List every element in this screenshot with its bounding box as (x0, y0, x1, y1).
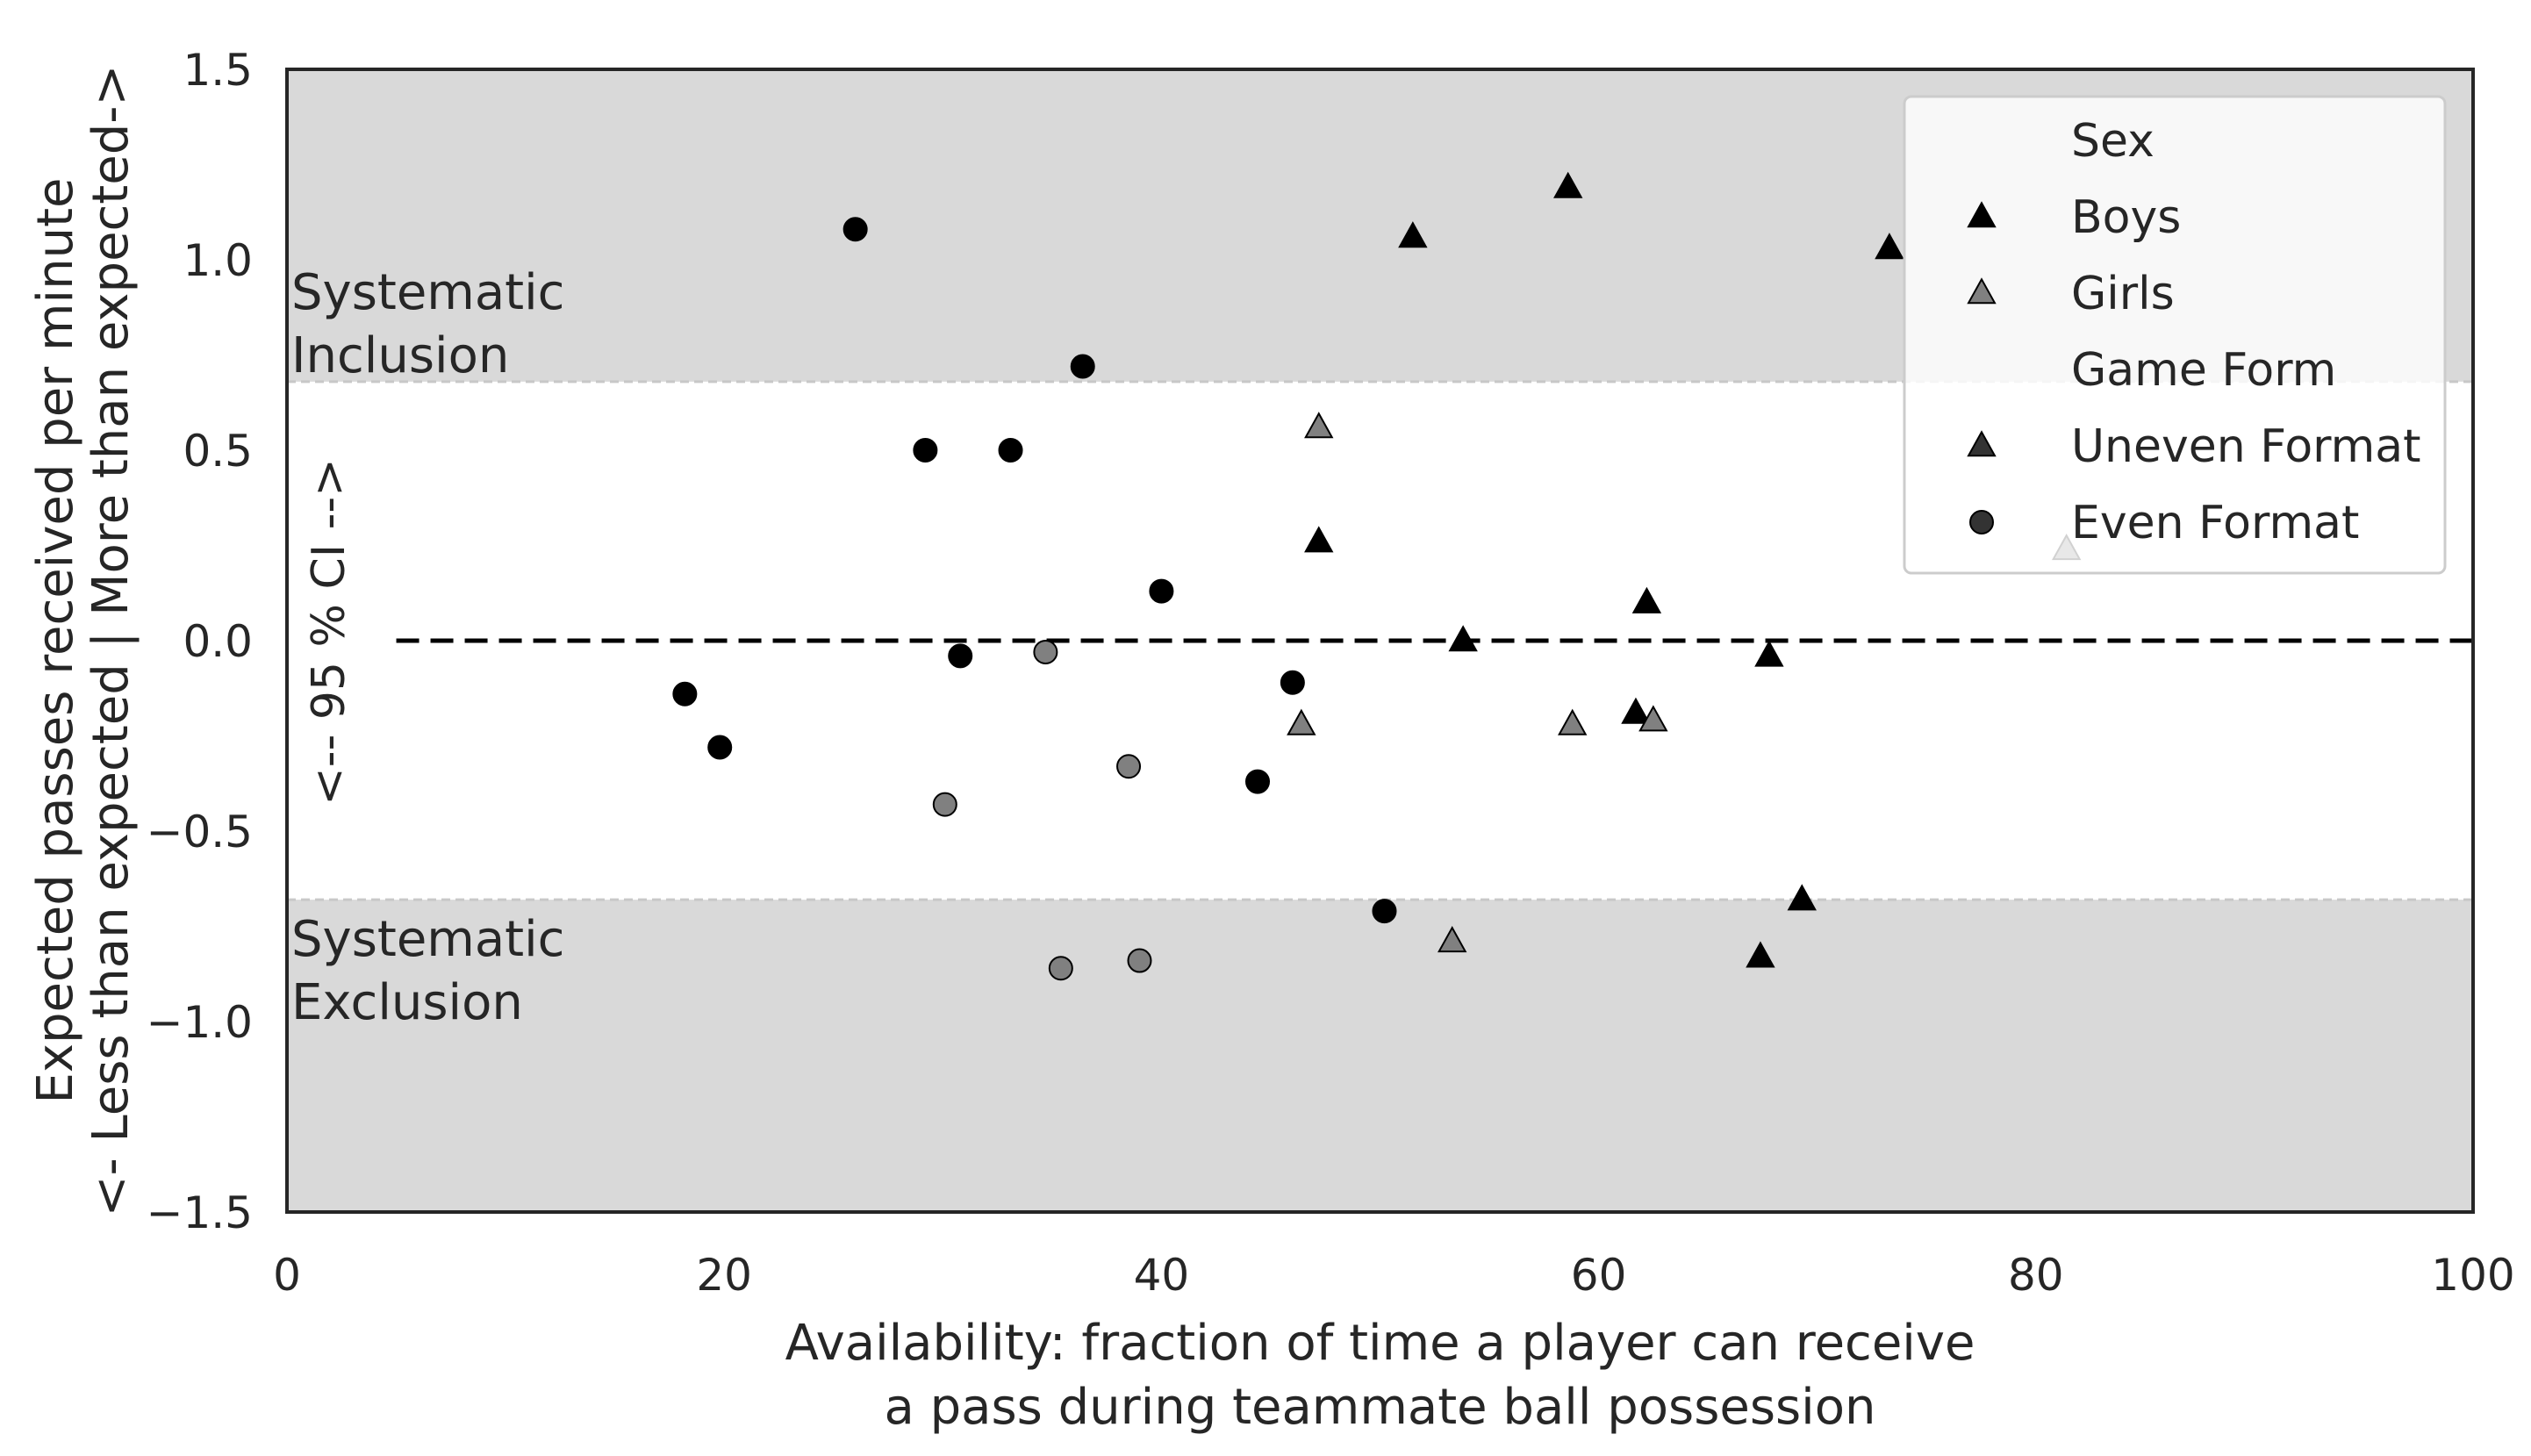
y-tick-label: 0.5 (183, 426, 253, 477)
exclusion-label-line2: Exclusion (291, 974, 523, 1031)
point-girls-uneven (1438, 926, 1467, 953)
point-boys-uneven (1398, 221, 1428, 248)
region-labels: Systematic Inclusion Systematic Exclusion <-… (291, 264, 564, 1031)
ci-label: <-- 95 % CI --> (303, 458, 355, 806)
point-boys-even (1245, 769, 1271, 794)
legend-boys-marker (1967, 201, 1997, 228)
point-boys-even (1372, 899, 1397, 924)
exclusion-region (287, 900, 2473, 1212)
point-girls-even (932, 792, 957, 817)
point-boys-uneven (1621, 697, 1651, 724)
point-boys-even (1280, 670, 1305, 695)
point-boys-even (1149, 578, 1174, 604)
y-tick-label: −0.5 (147, 807, 253, 857)
point-girls-even (1116, 754, 1142, 779)
plot-frame (285, 68, 2475, 1214)
point-boys-uneven (1304, 526, 1334, 553)
point-boys-even (913, 438, 938, 463)
legend-girls-label: Girls (2071, 268, 2175, 320)
legend-box (1903, 95, 2447, 575)
y-tick-label: −1.0 (147, 997, 253, 1048)
legend-uneven-format-label: Uneven Format (2071, 420, 2421, 473)
point-boys-uneven (1746, 941, 1775, 968)
x-tick-label: 60 (1571, 1250, 1627, 1301)
point-boys-uneven (1448, 625, 1478, 652)
legend-uneven-format-marker (1967, 430, 1997, 457)
point-girls-uneven (1638, 705, 1668, 732)
x-tick-label: 80 (2008, 1250, 2064, 1301)
point-boys-even (707, 735, 733, 760)
legend-boys-label: Boys (2071, 191, 2181, 244)
point-boys-uneven (1875, 233, 1904, 260)
inclusion-label-line2: Inclusion (291, 327, 509, 384)
point-boys-even (948, 643, 973, 669)
y-tick-label: 1.0 (183, 235, 253, 286)
axes: 0 20 40 60 80 100 −1.5 −1.0 −0.5 0.0 0.5 1.0 1.5 Avai… (27, 45, 2515, 1436)
point-boys-uneven (1631, 586, 1662, 613)
data-points (672, 171, 2082, 981)
y-tick-label: 0.0 (183, 616, 253, 667)
exclusion-label-line1: Systematic (291, 911, 564, 968)
y-tick-label: 1.5 (183, 45, 253, 96)
point-girls-even (1127, 948, 1152, 973)
point-boys-even (842, 217, 868, 242)
point-girls-uneven (1304, 412, 1334, 439)
inclusion-label-line1: Systematic (291, 264, 564, 321)
point-girls-uneven (1287, 708, 1316, 735)
x-tick-label: 40 (1134, 1250, 1190, 1301)
point-boys-uneven (1787, 884, 1817, 911)
reference-layer (287, 380, 2473, 901)
legend-girls-marker (1967, 277, 1997, 305)
legend-game-form-label: Game Form (2071, 344, 2336, 397)
y-tick-label: −1.5 (147, 1187, 253, 1238)
point-girls-even (1048, 956, 1073, 981)
x-axis-label-line1: Availability: fraction of time a player … (785, 1315, 1975, 1372)
x-tick-label: 20 (696, 1250, 752, 1301)
x-tick-label: 0 (273, 1250, 301, 1301)
legend-sex-label: Sex (2071, 115, 2155, 168)
point-girls-uneven (1558, 708, 1588, 735)
y-axis-label-line1: Expected passes received per minute (27, 177, 84, 1103)
x-tick-label: 100 (2431, 1250, 2514, 1301)
point-boys-uneven (1754, 640, 1784, 667)
y-axis-label-line2: <- Less than expected | More than expect… (82, 65, 140, 1217)
legend-even-format-label: Even Format (2071, 497, 2359, 549)
plot-frame-border (285, 68, 2475, 1214)
legend-even-format-marker (1969, 510, 1994, 534)
point-boys-even (672, 681, 698, 706)
point-girls-even (1033, 640, 1058, 665)
point-boys-uneven (1553, 171, 1583, 198)
point-boys-even (1070, 354, 1095, 379)
legend: Sex Boys Girls Game Form Uneven Format Even F… (1903, 95, 2447, 575)
point-boys-even (998, 438, 1023, 463)
x-axis-label-line2: a pass during teammate ball possession (884, 1379, 1875, 1436)
